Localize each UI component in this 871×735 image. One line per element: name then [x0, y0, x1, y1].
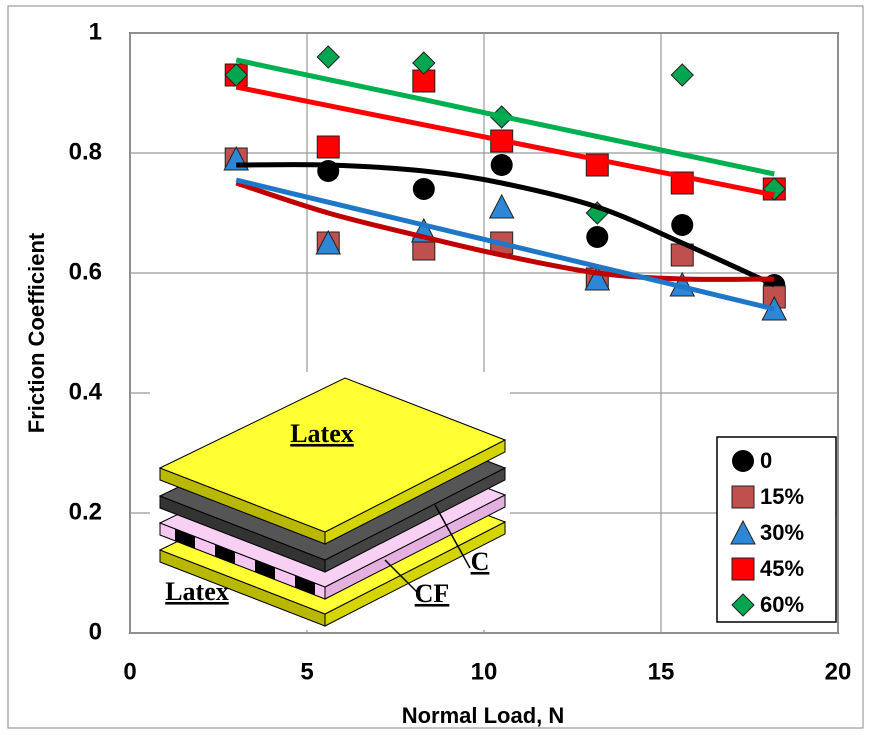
- inset-label: CF: [415, 579, 450, 608]
- marker: [584, 265, 611, 291]
- y-tick-label: 0.8: [69, 138, 102, 165]
- marker: [586, 226, 609, 248]
- marker: [316, 135, 340, 159]
- y-axis-title: Friction Coefficient: [24, 232, 49, 433]
- plot: [223, 45, 788, 321]
- marker: [488, 193, 515, 219]
- marker: [670, 63, 694, 87]
- inset-label: Latex: [165, 577, 229, 606]
- x-axis-title: Normal Load, N: [402, 703, 565, 728]
- legend-label: 45%: [760, 556, 804, 581]
- marker: [315, 229, 342, 255]
- legend-label: 60%: [760, 592, 804, 617]
- marker: [224, 63, 248, 87]
- inset-label: C: [471, 547, 490, 576]
- trend-line: [235, 177, 775, 312]
- y-tick-label: 0: [89, 618, 102, 645]
- marker: [316, 45, 340, 69]
- marker: [671, 214, 694, 236]
- x-tick-label: 0: [123, 658, 136, 685]
- y-tick-label: 0.2: [69, 498, 102, 525]
- marker: [731, 557, 755, 581]
- legend-label: 15%: [760, 484, 804, 509]
- leader-c: [434, 504, 471, 569]
- legend-label: 30%: [760, 520, 804, 545]
- inset-label: Latex: [290, 419, 354, 448]
- marker: [731, 485, 755, 509]
- trend-line: [235, 84, 775, 198]
- leader-cf: [384, 559, 421, 596]
- trend-line: [235, 180, 775, 282]
- legend: 0 15% 30% 45% 60%: [716, 436, 837, 623]
- y-tick-label: 0.4: [69, 378, 103, 405]
- legend-label: 0: [760, 448, 772, 473]
- marker: [732, 450, 754, 472]
- marker: [731, 593, 755, 617]
- y-tick-label: 1: [89, 18, 102, 45]
- trend-line: [235, 57, 775, 177]
- y-tick-label: 0.6: [69, 258, 102, 285]
- marker: [412, 51, 436, 75]
- trend-line: [236, 162, 776, 288]
- inset-diagram: Latex Latex C CF: [150, 372, 510, 630]
- marker: [730, 519, 756, 545]
- x-tick-label: 15: [648, 658, 675, 685]
- x-tick-label: 5: [300, 658, 313, 685]
- marker: [490, 154, 513, 176]
- x-tick-label: 20: [825, 658, 852, 685]
- x-tick-label: 10: [471, 658, 498, 685]
- marker: [412, 178, 435, 200]
- plate-latex-top: [158, 377, 507, 545]
